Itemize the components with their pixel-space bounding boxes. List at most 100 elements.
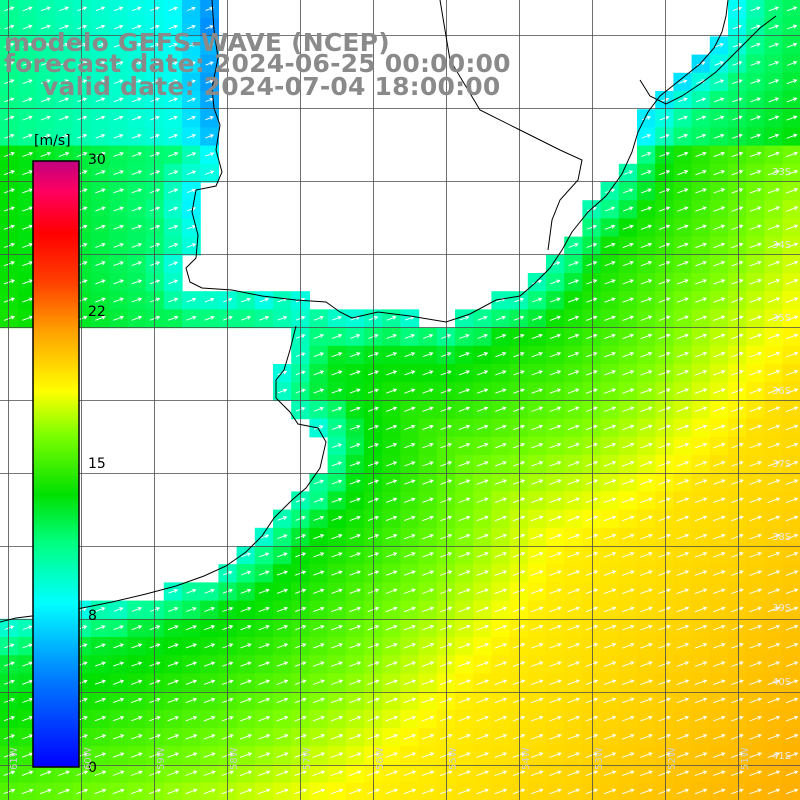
valid-date: valid date: 2024-07-04 18:00:00 <box>42 72 501 101</box>
wind-arrow <box>767 370 781 376</box>
wind-arrow <box>312 788 326 795</box>
wind-arrow <box>567 388 580 394</box>
wind-arrow <box>421 606 435 613</box>
wind-arrow <box>3 315 16 321</box>
wind-arrow <box>386 406 398 412</box>
wind-arrow <box>476 442 489 449</box>
lat-label-41s: 41S <box>772 751 792 762</box>
wind-arrow <box>731 570 744 576</box>
wind-arrow <box>585 406 598 412</box>
wind-arrow <box>168 133 179 139</box>
wind-arrow <box>168 61 178 66</box>
wind-arrow <box>676 734 690 740</box>
wind-arrow <box>386 315 397 321</box>
wind-arrow <box>203 715 216 722</box>
wind-arrow <box>604 370 616 376</box>
wind-arrow <box>604 279 616 285</box>
wind-arrow <box>113 224 124 230</box>
wind-arrow <box>786 151 799 158</box>
wind-arrow <box>113 79 124 84</box>
wind-arrow <box>658 206 671 212</box>
wind-arrow <box>621 497 635 504</box>
wind-arrow <box>331 388 343 394</box>
wind-arrow <box>785 370 799 376</box>
wind-arrow <box>694 734 708 740</box>
wind-arrow <box>349 624 362 631</box>
wind-arrow <box>731 169 744 176</box>
wind-arrow <box>622 261 634 267</box>
wind-arrow <box>603 770 617 777</box>
wind-arrow <box>349 679 362 685</box>
wind-arrow <box>458 370 471 376</box>
wind-arrow <box>731 242 744 249</box>
wind-arrow <box>459 333 470 339</box>
wind-arrow <box>422 370 434 376</box>
wind-arrow <box>660 97 670 103</box>
wind-arrow <box>676 752 690 758</box>
wind-arrow <box>677 188 689 194</box>
wind-arrow <box>621 770 635 777</box>
wind-arrow <box>168 115 178 121</box>
wind-arrow <box>239 770 253 777</box>
wind-arrow <box>113 42 124 48</box>
wind-arrow <box>258 734 271 740</box>
wind-arrow <box>658 315 671 321</box>
wind-arrow <box>785 388 799 394</box>
wind-arrow <box>350 334 361 339</box>
wind-arrow <box>404 497 416 503</box>
wind-arrow <box>349 588 362 594</box>
wind-arrow <box>621 606 635 613</box>
wind-arrow <box>603 715 617 722</box>
wind-arrow <box>658 260 671 267</box>
wind-arrow <box>712 788 726 795</box>
wind-arrow <box>549 697 562 704</box>
wind-arrow <box>731 315 744 322</box>
wind-arrow <box>131 716 143 722</box>
wind-arrow <box>512 697 526 704</box>
wind-vectors <box>3 6 799 795</box>
wind-arrow <box>131 625 143 631</box>
grid-cell <box>782 782 800 800</box>
wind-arrow <box>621 552 635 558</box>
wind-arrow <box>385 606 398 613</box>
colorbar-unit: [m/s] <box>34 133 71 149</box>
wind-arrow <box>239 788 253 795</box>
wind-arrow <box>112 770 125 776</box>
wind-arrow <box>59 61 70 66</box>
wind-arrow <box>658 388 671 394</box>
wind-arrow <box>21 770 34 776</box>
wind-arrow <box>677 224 689 230</box>
wind-arrow <box>94 752 107 758</box>
wind-arrow <box>785 279 799 285</box>
wind-arrow <box>712 661 726 667</box>
wind-arrow <box>3 206 15 212</box>
wind-arrow <box>513 442 526 449</box>
wind-arrow <box>677 151 689 158</box>
wind-arrow <box>640 370 653 376</box>
wind-arrow <box>713 224 726 230</box>
wind-arrow <box>530 643 544 649</box>
wind-arrow <box>3 297 16 303</box>
lon-label-53w: 53W <box>594 747 605 770</box>
wind-arrow <box>95 6 106 12</box>
wind-arrow <box>659 170 671 176</box>
wind-arrow <box>458 661 471 667</box>
wind-arrow <box>3 788 16 795</box>
wind-arrow <box>749 788 762 795</box>
wind-arrow <box>349 697 362 704</box>
wind-arrow <box>40 79 51 85</box>
wind-arrow <box>749 169 762 176</box>
wind-arrow <box>713 188 726 194</box>
wind-arrow <box>749 188 762 194</box>
wind-arrow <box>785 351 799 358</box>
wind-arrow <box>403 624 416 631</box>
wind-arrow <box>622 442 635 449</box>
wind-arrow <box>604 351 616 358</box>
wind-arrow <box>186 606 197 612</box>
wind-arrow <box>440 624 453 631</box>
wind-arrow <box>258 770 271 777</box>
wind-arrow <box>132 79 142 84</box>
wind-arrow <box>676 461 690 467</box>
wind-arrow <box>39 788 52 795</box>
wind-arrow <box>640 734 653 740</box>
